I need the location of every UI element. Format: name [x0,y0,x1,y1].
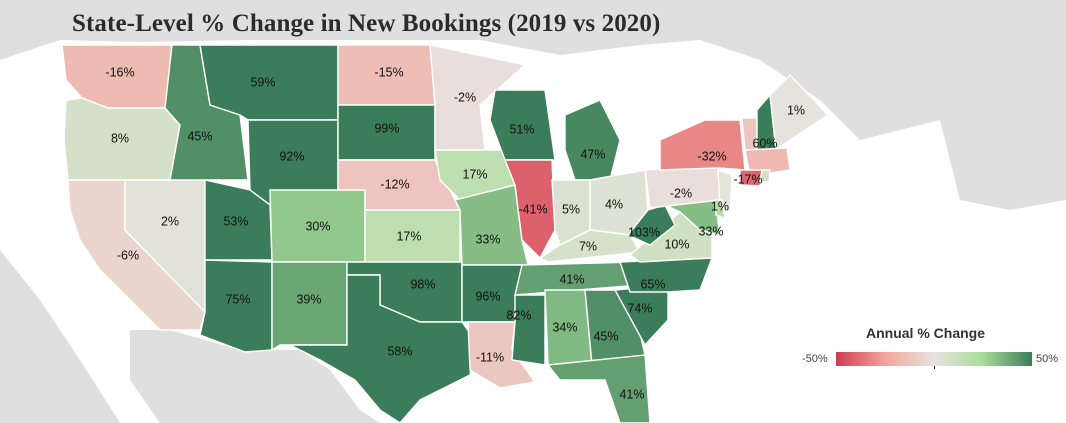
state-label-mt: 59% [250,75,275,89]
state-label-tx: 58% [387,344,412,358]
state-label-nd: -15% [374,65,403,79]
state-label-ny: -32% [697,149,726,163]
state-label-co: 30% [305,219,330,233]
legend-title: Annual % Change [866,325,986,341]
state-label-ar: 96% [475,289,500,303]
state-ct[interactable] [739,169,763,187]
state-label-ks: 17% [396,229,421,243]
basemap-land-0 [0,0,1066,150]
state-label-wv: 103% [628,225,660,239]
state-de[interactable] [714,199,726,220]
state-label-sd: 99% [374,121,399,135]
state-mi[interactable] [564,99,621,181]
state-label-ma: -17% [733,172,762,186]
state-label-ca: -6% [117,248,139,262]
map-title: State-Level % Change in New Bookings (20… [72,10,661,37]
state-label-sc: 74% [627,301,652,315]
legend-max-label: 50% [1036,353,1059,365]
state-wv[interactable] [626,204,676,246]
state-ma[interactable] [744,147,791,177]
state-label-or: 8% [111,131,129,145]
basemap-land-2 [940,90,1066,210]
basemap-land-3 [0,250,120,423]
state-label-mn: -2% [454,90,476,104]
state-label-mi: 47% [580,147,605,161]
state-label-ut: 53% [223,214,248,228]
state-label-ms: 82% [506,308,531,322]
state-label-tn: 41% [559,272,584,286]
legend-min-label: -50% [802,353,828,365]
legend-gradient-bar [836,352,1032,366]
legend-zero-tick [934,366,935,369]
basemap-land-1 [130,330,380,423]
state-label-wi: 51% [509,122,534,136]
state-nc[interactable] [619,257,714,293]
state-label-md: 33% [698,224,723,238]
state-label-mo: 33% [475,232,500,246]
state-label-va: 10% [664,237,689,251]
state-me[interactable] [769,73,830,152]
state-label-il: -41% [518,202,547,216]
state-label-nh: 60% [752,136,777,150]
color-legend: Annual % Change -50% 50% [800,325,1066,385]
state-label-ga: 45% [593,329,618,343]
state-label-ok: 98% [410,277,435,291]
state-label-nj: 1% [711,199,729,213]
state-label-az: 75% [225,292,250,306]
state-label-ia: 17% [462,167,487,181]
state-label-al: 34% [552,320,577,334]
state-ri[interactable] [759,169,771,183]
state-label-pa: -2% [670,186,692,200]
state-label-wy: 92% [279,149,304,163]
state-label-me: 1% [787,103,805,117]
state-labels: -16% 8% -6% 2% 45% 59% 92% 53% 75% 30% 39% -15% 99% -… [105,65,805,401]
state-label-id: 45% [187,129,212,143]
state-fl[interactable] [546,354,651,423]
state-label-oh: 4% [605,197,623,211]
state-label-wa: -16% [105,65,134,79]
state-label-la: -11% [476,350,504,364]
state-label-nm: 39% [296,292,321,306]
state-tx[interactable] [289,274,476,423]
state-ms[interactable] [511,294,546,366]
state-layer [61,44,830,423]
state-label-in: 5% [562,202,580,216]
state-label-fl: 41% [619,387,644,401]
state-label-nc: 65% [640,277,665,291]
state-label-ne: -12% [380,177,409,191]
state-label-nv: 2% [161,214,179,228]
state-label-ky: 7% [579,239,597,253]
